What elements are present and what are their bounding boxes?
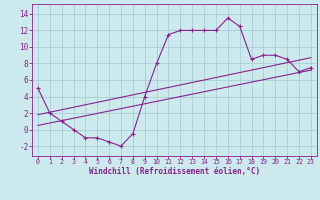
- X-axis label: Windchill (Refroidissement éolien,°C): Windchill (Refroidissement éolien,°C): [89, 167, 260, 176]
